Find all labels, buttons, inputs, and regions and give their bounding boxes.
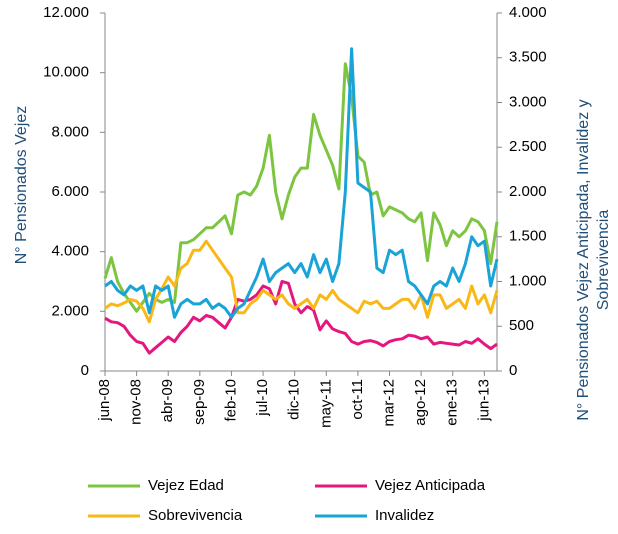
x-tick-label: nov-08 (128, 379, 145, 425)
y-tick-label: 2.000 (51, 302, 89, 319)
legend-label: Sobrevivencia (148, 507, 243, 524)
y-tick-label: 8.000 (51, 123, 89, 140)
y-tick-label: 12.000 (43, 4, 89, 21)
x-tick-label: abr-09 (159, 379, 176, 422)
y2-tick-label: 500 (509, 317, 534, 334)
x-tick-label: may-11 (317, 379, 334, 428)
legend-label: Invalidez (375, 507, 434, 524)
y-tick-label: 0 (81, 362, 89, 379)
y2-tick-label: 1.500 (509, 228, 547, 245)
x-tick-label: jun-08 (96, 379, 113, 422)
x-tick-label: ago-12 (412, 379, 429, 426)
x-tick-label: dic-10 (286, 379, 303, 420)
x-tick-label: jul-10 (254, 379, 271, 417)
y2-tick-label: 2.500 (509, 138, 547, 155)
x-tick-label: mar-12 (380, 379, 397, 427)
y2-axis-label: Sobrevivencia (595, 210, 612, 311)
y2-tick-label: 3.000 (509, 93, 547, 110)
series-line (104, 239, 499, 324)
y-tick-label: 4.000 (51, 243, 89, 260)
x-tick-label: sep-09 (191, 379, 208, 425)
y2-tick-label: 4.000 (509, 4, 547, 21)
legend-label: Vejez Anticipada (375, 477, 486, 494)
legend-label: Vejez Edad (148, 477, 224, 494)
y-tick-label: 10.000 (43, 64, 89, 81)
y2-tick-label: 2.000 (509, 183, 547, 200)
series-line (103, 62, 499, 313)
y2-tick-label: 3.500 (509, 49, 547, 66)
x-tick-label: feb-10 (222, 379, 239, 422)
x-tick-label: jun-13 (475, 379, 492, 422)
y2-axis-label: N° Pensionados Vejez Anticipada, Invalid… (575, 99, 592, 420)
series-line (104, 280, 498, 355)
y-tick-label: 6.000 (51, 183, 89, 200)
series-line (104, 47, 499, 319)
y2-tick-label: 0 (509, 362, 517, 379)
y2-tick-label: 1.000 (509, 272, 547, 289)
x-tick-label: ene-13 (444, 379, 461, 426)
x-tick-label: oct-11 (349, 379, 366, 420)
y-axis-label: N° Pensionados Vejez (13, 106, 30, 265)
